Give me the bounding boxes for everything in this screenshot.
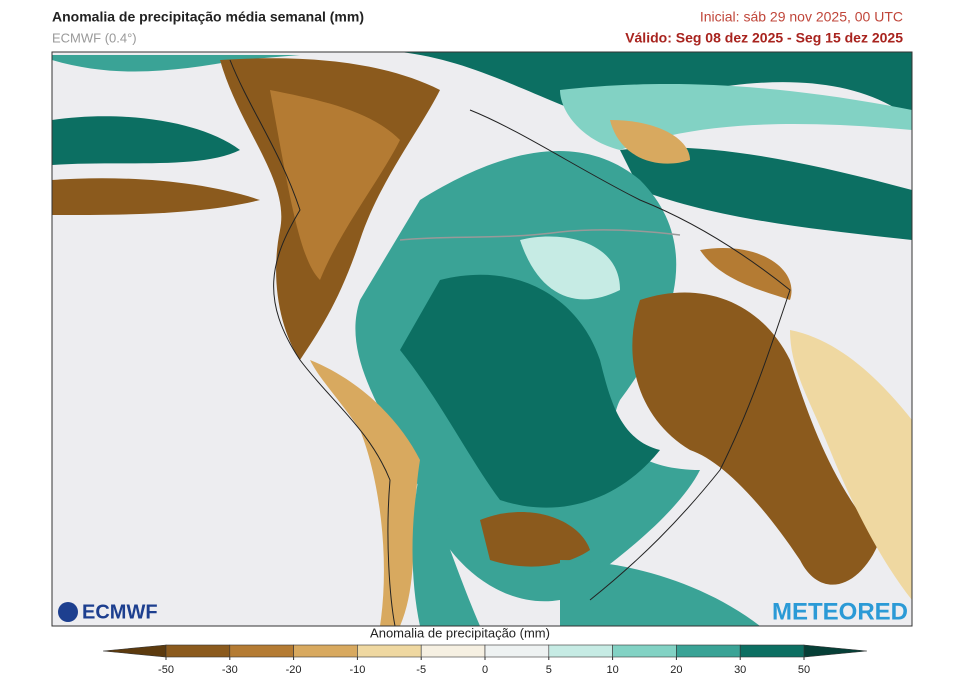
colorbar-tick-label: -20 xyxy=(286,664,302,676)
meteored-logo: METEORED xyxy=(772,598,908,625)
colorbar-segment xyxy=(676,644,741,658)
colorbar-tick-label: -30 xyxy=(222,664,238,676)
model: ECMWF (0.4°) xyxy=(52,30,137,45)
colorbar-segment xyxy=(739,644,805,658)
colorbar-segment xyxy=(229,644,294,658)
colorbar-extension xyxy=(102,644,167,658)
ecmwf-logo-text: ECMWF xyxy=(82,601,158,623)
colorbar-segment xyxy=(420,644,486,658)
colorbar-label: Anomalia de precipitação (mm) xyxy=(370,625,550,640)
colorbar-tick-label: 5 xyxy=(546,664,552,676)
colorbar-tick-label: 30 xyxy=(734,664,746,676)
ecmwf-logo: ECMWF xyxy=(58,601,158,623)
valid-time: Válido: Seg 08 dez 2025 - Seg 15 dez 202… xyxy=(625,30,903,46)
colorbar-tick-label: 0 xyxy=(482,664,488,676)
colorbar-tick-label: 10 xyxy=(606,664,618,676)
colorbar-segment xyxy=(548,644,613,658)
map xyxy=(51,51,913,627)
colorbar-tick-label: -10 xyxy=(349,664,365,676)
initial-time: Inicial: sáb 29 nov 2025, 00 UTC xyxy=(700,9,903,25)
colorbar-segment xyxy=(484,644,550,658)
colorbar-tick-label: 50 xyxy=(798,664,810,676)
colorbar-segment xyxy=(293,644,358,658)
colorbar-tick-label: -5 xyxy=(416,664,426,676)
title: Anomalia de precipitação média semanal (… xyxy=(52,9,364,25)
colorbar-extension xyxy=(803,644,868,658)
colorbar: -50 -30 -20 -10 -5 0 5 10 20 30 50 xyxy=(102,644,868,676)
colorbar-tick-label: -50 xyxy=(158,664,174,676)
colorbar-segment xyxy=(165,644,231,658)
colorbar-segment xyxy=(357,644,422,658)
colorbar-tick-label: 20 xyxy=(670,664,682,676)
colorbar-segment xyxy=(612,644,677,658)
